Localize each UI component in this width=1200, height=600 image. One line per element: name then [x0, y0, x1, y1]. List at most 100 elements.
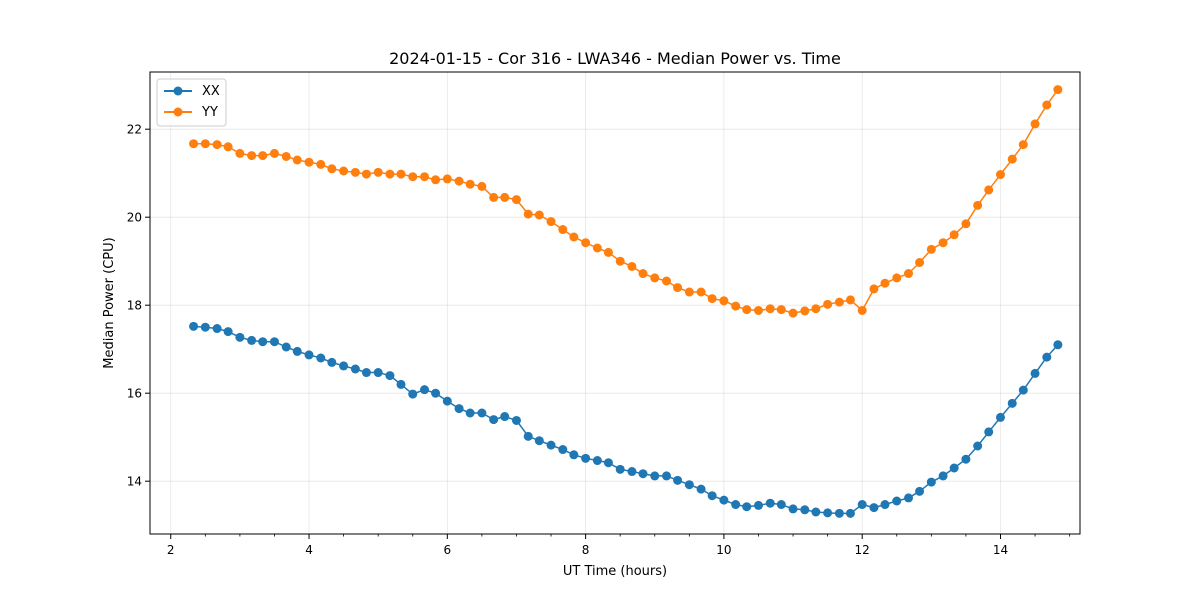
- data-point-yy: [304, 157, 314, 167]
- data-point-xx: [373, 368, 383, 378]
- data-point-xx: [592, 456, 602, 466]
- data-point-xx: [938, 471, 948, 481]
- data-point-yy: [408, 172, 418, 182]
- data-point-yy: [984, 185, 994, 195]
- data-point-yy: [731, 301, 741, 311]
- data-point-yy: [938, 238, 948, 248]
- data-point-yy: [788, 308, 798, 318]
- data-point-xx: [995, 412, 1005, 422]
- chart-title: 2024-01-15 - Cor 316 - LWA346 - Median P…: [389, 49, 841, 68]
- data-point-xx: [638, 469, 648, 479]
- data-point-xx: [304, 350, 314, 360]
- data-point-yy: [350, 167, 360, 177]
- data-point-yy: [592, 243, 602, 253]
- data-point-yy: [1007, 154, 1017, 164]
- data-point-yy: [973, 200, 983, 210]
- data-point-yy: [869, 284, 879, 294]
- data-point-yy: [339, 166, 349, 176]
- x-tick-label: 10: [716, 543, 731, 557]
- series-layer: [189, 85, 1063, 518]
- data-point-yy: [269, 148, 279, 158]
- data-point-xx: [684, 480, 694, 490]
- data-point-xx: [339, 361, 349, 371]
- data-point-xx: [603, 458, 613, 468]
- data-point-yy: [926, 244, 936, 254]
- data-point-yy: [1018, 140, 1028, 150]
- data-point-yy: [707, 294, 717, 304]
- data-point-xx: [615, 464, 625, 474]
- data-point-yy: [247, 151, 257, 161]
- data-point-xx: [189, 321, 199, 331]
- data-point-yy: [650, 273, 660, 283]
- data-point-xx: [546, 440, 556, 450]
- data-point-yy: [569, 232, 579, 242]
- y-axis-label: Median Power (CPU): [102, 237, 117, 368]
- data-point-xx: [926, 477, 936, 487]
- data-point-xx: [650, 471, 660, 481]
- data-point-yy: [235, 148, 245, 158]
- data-point-xx: [223, 327, 233, 337]
- data-point-yy: [327, 164, 337, 174]
- data-point-xx: [396, 379, 406, 389]
- data-point-xx: [442, 396, 452, 406]
- data-point-xx: [973, 441, 983, 451]
- data-point-xx: [673, 475, 683, 485]
- data-point-xx: [408, 389, 418, 399]
- data-point-yy: [696, 287, 706, 297]
- data-point-xx: [558, 445, 568, 455]
- data-point-yy: [258, 151, 268, 161]
- legend-xx-label: XX: [202, 84, 220, 99]
- data-point-xx: [569, 450, 579, 460]
- data-point-yy: [627, 261, 637, 271]
- data-point-yy: [603, 247, 613, 257]
- data-point-yy: [281, 151, 291, 161]
- data-point-yy: [880, 278, 890, 288]
- data-point-xx: [1030, 368, 1040, 378]
- data-point-yy: [373, 167, 383, 177]
- data-point-yy: [615, 256, 625, 266]
- data-point-yy: [396, 169, 406, 179]
- data-point-xx: [707, 491, 717, 501]
- data-point-xx: [420, 385, 430, 395]
- data-point-xx: [1007, 398, 1017, 408]
- data-point-xx: [719, 495, 729, 505]
- data-point-yy: [915, 258, 925, 268]
- data-point-xx: [212, 324, 222, 334]
- y-tick-label: 14: [127, 475, 142, 489]
- data-point-yy: [765, 304, 775, 314]
- y-tick-label: 20: [127, 211, 142, 225]
- data-point-xx: [511, 415, 521, 425]
- data-point-xx: [800, 505, 810, 515]
- series-markers-xx: [189, 321, 1063, 518]
- data-point-yy: [189, 139, 199, 149]
- data-point-yy: [995, 170, 1005, 180]
- data-point-xx: [269, 337, 279, 347]
- data-point-xx: [350, 364, 360, 374]
- data-point-yy: [212, 140, 222, 150]
- data-point-yy: [845, 295, 855, 305]
- data-point-xx: [731, 500, 741, 510]
- ticks-layer: 2 4 6 8 10 12 14 14 16 18 20 22: [127, 123, 1071, 557]
- data-point-xx: [327, 357, 337, 367]
- data-point-yy: [420, 172, 430, 182]
- data-point-yy: [638, 269, 648, 279]
- data-point-yy: [834, 297, 844, 307]
- data-point-xx: [385, 371, 395, 381]
- x-tick-label: 2: [167, 543, 175, 557]
- data-point-xx: [247, 335, 257, 345]
- data-point-xx: [581, 453, 591, 463]
- data-point-xx: [961, 454, 971, 464]
- data-point-yy: [200, 139, 210, 149]
- data-point-yy: [1030, 119, 1040, 129]
- data-point-xx: [627, 467, 637, 477]
- x-tick-label: 6: [444, 543, 452, 557]
- data-point-yy: [1053, 85, 1063, 95]
- data-point-xx: [880, 500, 890, 510]
- data-point-xx: [454, 404, 464, 414]
- x-tick-label: 4: [305, 543, 313, 557]
- y-tick-label: 18: [127, 299, 142, 313]
- data-point-yy: [385, 169, 395, 179]
- data-point-xx: [292, 346, 302, 356]
- data-point-xx: [742, 502, 752, 512]
